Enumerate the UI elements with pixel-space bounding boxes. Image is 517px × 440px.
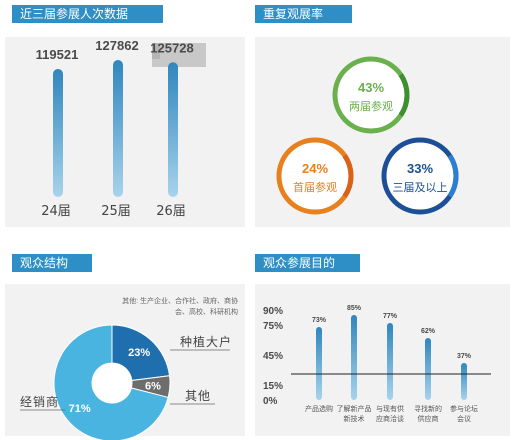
ring-accent-arc: [398, 73, 410, 117]
ring-track: [276, 137, 354, 215]
donut-percent: 23%: [128, 347, 150, 359]
purpose-bar: [351, 315, 357, 400]
donut-hole: [92, 363, 132, 403]
ring-percent: 24%: [302, 161, 328, 176]
y-tick-label: 90%: [263, 306, 283, 317]
donut-percent: 71%: [69, 403, 91, 415]
header-repeat: 重复观展率: [255, 5, 352, 23]
attendance-value-label: 119521: [36, 47, 79, 62]
purpose-category-label: 产品选购: [305, 404, 333, 413]
attendance-category-label: 26届: [156, 204, 186, 219]
purpose-value-label: 85%: [347, 305, 362, 312]
attendance-bar: [168, 62, 178, 197]
donut-percent: 6%: [145, 381, 161, 393]
purpose-category-label: 会议: [457, 414, 471, 423]
purpose-category-label: 与现有供: [376, 404, 404, 413]
purpose-bar: [316, 327, 322, 400]
repeat-visit-chart: 43% 两届参观 24% 首届参观 33% 三届及以上: [276, 56, 459, 215]
structure-note: 其他: 生产企业、合作社、政府、商协会、高校、科研机构: [122, 298, 238, 316]
ring-label: 首届参观: [293, 180, 337, 194]
header-attendance: 近三届参展人次数据: [12, 5, 163, 23]
attendance-category-label: 25届: [101, 204, 131, 219]
ring-percent: 43%: [358, 80, 384, 95]
ring-label: 两届参观: [349, 99, 393, 113]
attendance-panel: [5, 37, 245, 227]
purpose-value-label: 37%: [457, 353, 472, 360]
attendance-bar: [53, 68, 63, 197]
purpose-value-label: 62%: [421, 328, 436, 335]
donut-category-label: 其他: [185, 389, 211, 403]
purpose-category-label: 参与论坛: [450, 404, 478, 413]
purpose-value-label: 77%: [383, 313, 398, 320]
header-purpose: 观众参展目的: [255, 254, 360, 272]
attendance-bar-chart: 119521 24届 127862 25届 125728 26届: [36, 38, 206, 219]
purpose-category-label: 新技术: [344, 414, 365, 423]
header-structure: 观众结构: [12, 254, 92, 272]
attendance-value-label: 127862: [95, 38, 138, 53]
ring-accent-arc: [342, 154, 354, 198]
purpose-bar: [387, 323, 393, 400]
purpose-category-label: 了解新产品: [337, 404, 372, 413]
ring-percent: 33%: [407, 161, 433, 176]
donut-category-label: 经销商: [20, 394, 59, 409]
purpose-category-label: 应商洽谈: [376, 414, 404, 423]
ring-label: 三届及以上: [393, 181, 448, 194]
attendance-value-label: 125728: [150, 40, 193, 55]
value-highlight-box: [152, 43, 206, 67]
ring-track: [332, 56, 410, 134]
attendance-bar: [113, 60, 123, 197]
y-tick-label: 0%: [263, 396, 278, 407]
ring-accent-arc: [447, 154, 459, 198]
attendance-category-label: 24届: [41, 204, 71, 219]
value-highlight-tab: [152, 43, 160, 59]
y-tick-label: 15%: [263, 381, 283, 392]
purpose-category-label: 供应商: [418, 414, 439, 423]
purpose-category-label: 寻找新的: [414, 404, 442, 413]
y-tick-label: 45%: [263, 351, 283, 362]
ring-track: [381, 137, 459, 215]
purpose-bar: [425, 338, 431, 400]
donut-category-label: 种植大户: [180, 334, 232, 349]
y-tick-label: 75%: [263, 321, 283, 332]
purpose-bar: [461, 363, 467, 400]
purpose-panel: [255, 284, 510, 436]
purpose-value-label: 73%: [312, 317, 327, 324]
